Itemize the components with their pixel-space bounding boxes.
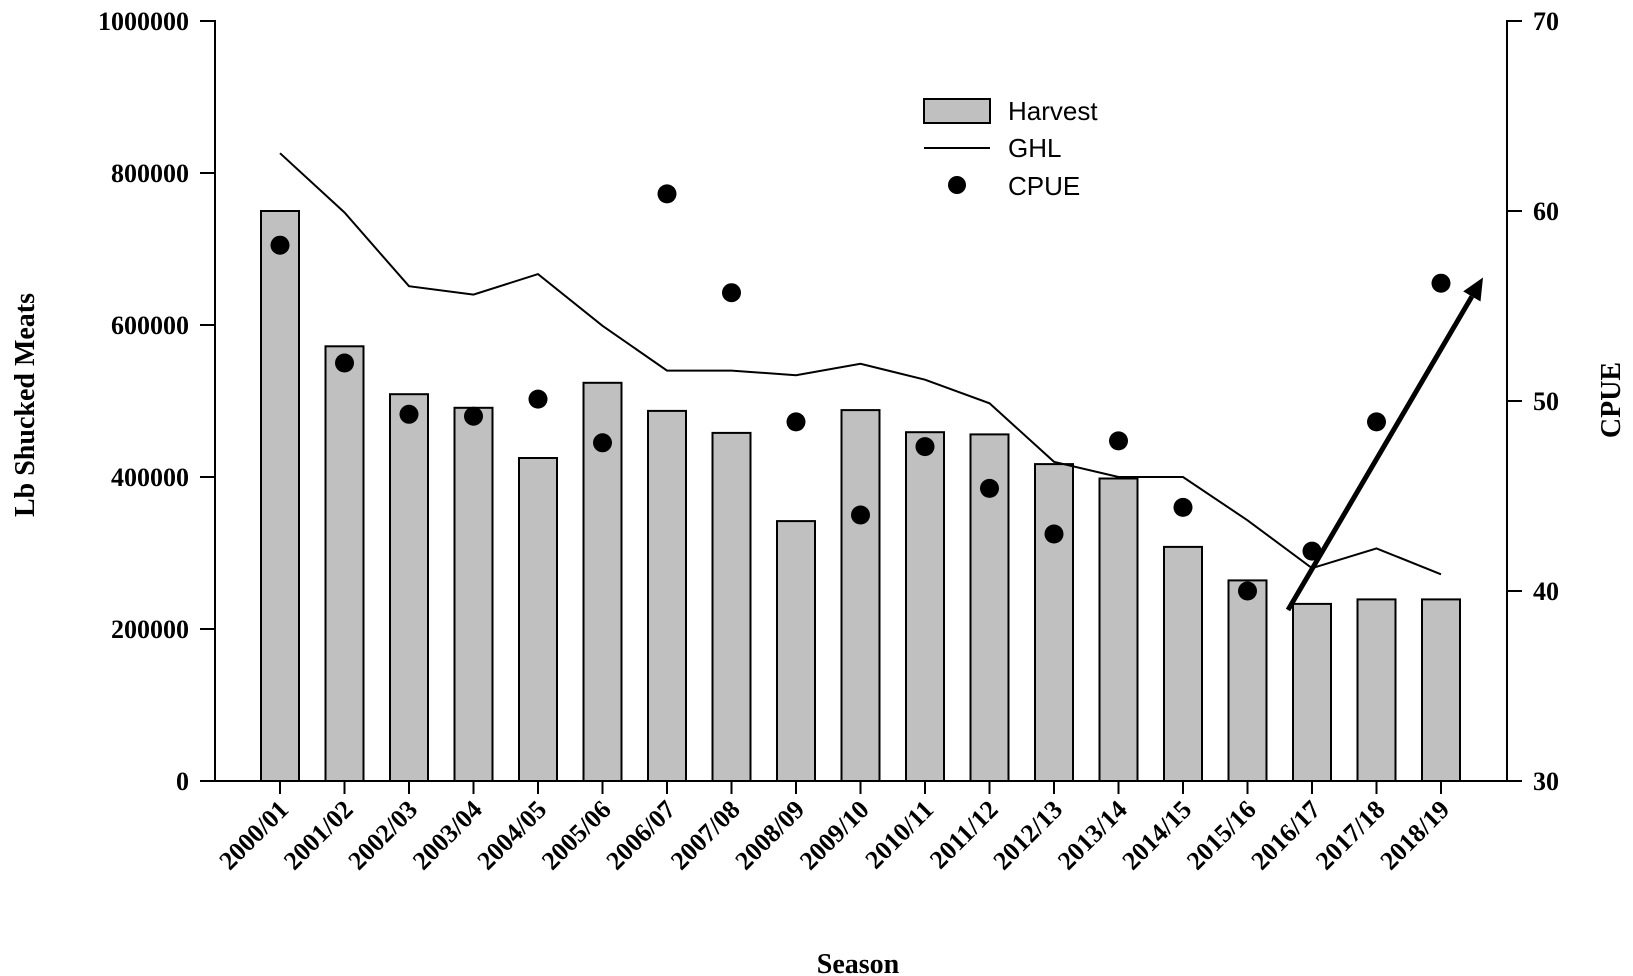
cpue-point: [335, 353, 354, 373]
cpue-point: [1238, 581, 1257, 601]
cpue-point: [1431, 273, 1451, 293]
cpue-point: [593, 433, 612, 453]
harvest-bar: [1421, 598, 1461, 783]
axis-labels: 0 200000 400000 600000 800000 1000000 30 40 50 60…: [98, 7, 1559, 876]
x-tick-label: 2000/01: [213, 795, 294, 876]
ghl-line-layer: [279, 152, 1442, 576]
trend-arrow-head: [1463, 277, 1483, 302]
cpue-point: [786, 412, 806, 432]
harvest-bar: [711, 431, 752, 782]
harvest-bar: [647, 409, 687, 782]
x-tick-label: 2007/08: [665, 795, 746, 876]
harvest-bars: [260, 210, 1461, 783]
harvest-bar: [1292, 602, 1332, 783]
cpue-point: [1302, 541, 1322, 561]
y2-axis-title: CPUE: [1596, 362, 1627, 438]
cpue-point: [915, 437, 935, 457]
harvest-bar: [905, 431, 945, 782]
cpue-point: [851, 505, 870, 525]
harvest-bar: [518, 457, 558, 782]
harvest-bar: [776, 520, 816, 782]
trend-arrow-shaft: [1285, 295, 1475, 612]
x-tick-label: 2014/15: [1116, 795, 1197, 876]
y2-tick-label: 60: [1533, 197, 1559, 226]
x-tick-label: 2009/10: [794, 795, 875, 876]
cpue-point: [528, 389, 548, 409]
x-tick-label: 2017/18: [1310, 795, 1391, 876]
legend-cpue-label: CPUE: [1008, 171, 1080, 201]
harvest-bar: [1163, 545, 1203, 783]
cpue-point: [399, 404, 419, 424]
y2-tick-label: 70: [1533, 7, 1559, 36]
legend-harvest-swatch: [923, 98, 991, 124]
legend: Harvest GHL CPUE: [923, 96, 1098, 201]
x-tick-label: 2003/04: [407, 795, 488, 876]
harvest-bar: [389, 393, 429, 782]
x-tick-label: 2006/07: [600, 795, 681, 876]
axes: [200, 20, 1522, 794]
trend-arrow: [1285, 277, 1483, 612]
y-tick-label: 600000: [111, 311, 189, 340]
y-tick-label: 200000: [111, 615, 189, 644]
legend-harvest-label: Harvest: [1008, 96, 1098, 126]
x-tick-label: 2013/14: [1052, 795, 1133, 876]
harvest-bar: [1034, 463, 1074, 782]
y-tick-label: 400000: [111, 463, 189, 492]
x-tick-label: 2004/05: [471, 795, 552, 876]
harvest-bar: [453, 406, 494, 782]
cpue-point: [980, 478, 999, 498]
harvest-bar: [260, 210, 300, 782]
x-axis-title: Season: [817, 949, 900, 976]
x-tick-label: 2011/12: [924, 795, 1004, 875]
cpue-points: [270, 184, 1451, 601]
y2-tick-label: 40: [1533, 577, 1559, 606]
x-tick-label: 2018/19: [1374, 795, 1455, 876]
cpue-point: [1109, 431, 1128, 451]
legend-ghl-label: GHL: [1008, 133, 1061, 163]
cpue-point: [1367, 412, 1386, 432]
cpue-point: [1173, 497, 1193, 517]
y-axis-title: Lb Shucked Meats: [10, 293, 41, 517]
x-tick-label: 2010/11: [859, 795, 939, 875]
y-tick-label: 1000000: [98, 7, 189, 36]
harvest-bar: [840, 409, 881, 782]
x-tick-label: 2016/17: [1245, 795, 1326, 876]
x-tick-label: 2002/03: [342, 795, 423, 876]
harvest-bar: [1098, 477, 1139, 782]
cpue-point: [657, 184, 677, 204]
x-tick-label: 2015/16: [1181, 795, 1262, 876]
harvest-bar: [1227, 579, 1268, 783]
cpue-point: [464, 406, 483, 426]
x-tick-label: 2012/13: [987, 795, 1068, 876]
y2-tick-label: 30: [1533, 767, 1559, 796]
harvest-bar: [324, 345, 365, 782]
x-tick-label: 2005/06: [536, 795, 617, 876]
harvest-bar: [1356, 598, 1397, 783]
x-tick-label: 2001/02: [278, 795, 359, 876]
x-tick-label: 2008/09: [729, 795, 810, 876]
y-tick-label: 800000: [111, 159, 189, 188]
cpue-point: [1044, 524, 1064, 544]
y-tick-label: 0: [176, 767, 189, 796]
cpue-point: [722, 283, 741, 303]
ghl-line: [279, 152, 1442, 576]
cpue-point: [270, 235, 290, 255]
legend-cpue-marker: [948, 176, 966, 194]
y2-tick-label: 50: [1533, 387, 1559, 416]
